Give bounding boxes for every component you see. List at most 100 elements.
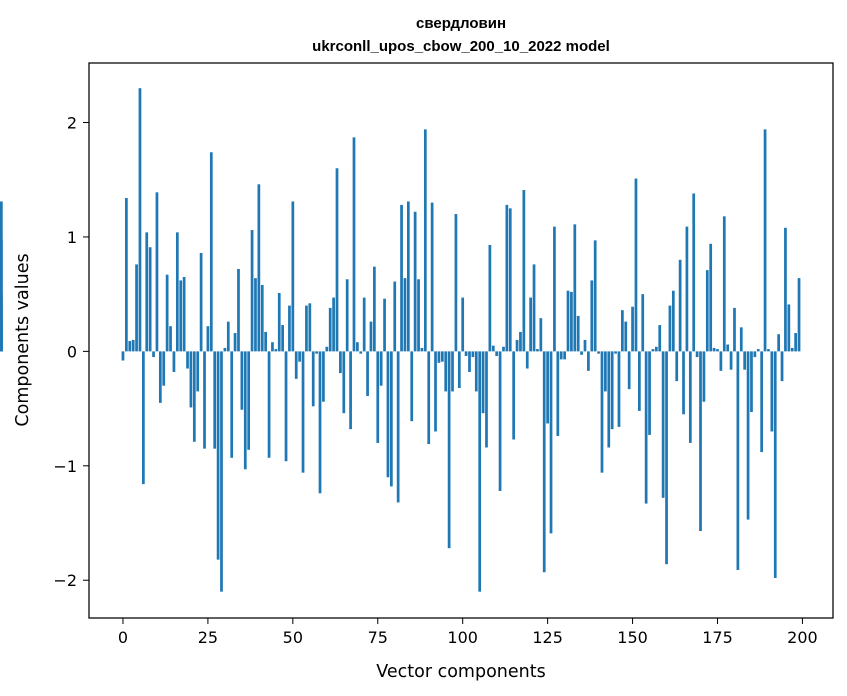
bar — [512, 351, 516, 440]
bar — [172, 351, 176, 372]
bar — [383, 298, 386, 352]
bar — [797, 278, 801, 352]
y-tick-label: 0 — [67, 342, 77, 361]
bar — [597, 351, 600, 354]
chart-title: свердловин — [416, 15, 506, 32]
bar — [220, 351, 223, 592]
bar — [576, 315, 580, 352]
bar — [746, 351, 750, 520]
bar — [654, 346, 658, 352]
bar — [559, 351, 563, 360]
bar — [288, 305, 291, 352]
bar — [186, 351, 189, 369]
x-tick-label: 150 — [617, 628, 648, 647]
bar — [339, 351, 342, 374]
bar — [702, 351, 706, 402]
bar — [430, 202, 434, 352]
bar — [787, 304, 791, 352]
bar — [345, 279, 349, 352]
bar — [498, 351, 502, 491]
bar — [359, 351, 363, 354]
bar — [661, 351, 665, 498]
bar — [546, 351, 549, 424]
bar — [658, 325, 662, 352]
bar — [644, 351, 648, 504]
bar — [451, 351, 454, 392]
bar — [784, 227, 787, 352]
x-tick-label: 100 — [447, 628, 478, 647]
bar — [777, 334, 780, 352]
bar — [305, 305, 308, 352]
bar — [240, 351, 244, 410]
bar — [158, 351, 162, 403]
bar — [542, 351, 546, 573]
bar — [356, 342, 359, 352]
bar — [668, 305, 672, 352]
bar — [152, 351, 155, 358]
bar — [699, 351, 702, 532]
bar — [573, 224, 577, 352]
bar — [209, 152, 213, 352]
bar — [386, 351, 390, 478]
bar — [529, 297, 532, 352]
bar — [125, 198, 128, 352]
bar — [281, 325, 284, 352]
bar — [179, 280, 183, 352]
bar — [790, 347, 794, 352]
bar — [267, 351, 271, 458]
bar — [478, 351, 482, 592]
bar — [301, 351, 305, 473]
bar — [243, 351, 247, 470]
bar — [763, 129, 767, 352]
x-tick-label: 175 — [702, 628, 733, 647]
bar — [583, 339, 587, 352]
bar — [719, 351, 723, 371]
bar — [695, 351, 699, 358]
bar — [549, 351, 553, 534]
bar — [135, 264, 138, 352]
bar — [322, 351, 325, 402]
bar — [294, 351, 298, 379]
bar — [610, 351, 614, 430]
bar — [284, 351, 288, 462]
bar — [638, 351, 641, 411]
y-axis-label: Components values — [13, 253, 33, 426]
bar — [148, 247, 152, 352]
bar — [175, 232, 179, 352]
y-tick-label: 2 — [67, 114, 77, 133]
bar — [444, 351, 448, 392]
bar — [780, 351, 784, 382]
bar — [311, 351, 315, 407]
bar — [274, 349, 278, 352]
bar — [379, 351, 383, 386]
y-tick-label: −1 — [53, 457, 77, 476]
bar — [593, 240, 597, 352]
bar — [488, 244, 492, 352]
bar — [325, 346, 329, 352]
bar — [155, 192, 159, 352]
bar — [213, 351, 217, 449]
bar — [254, 278, 257, 352]
bar — [142, 351, 145, 485]
bar — [298, 351, 301, 362]
bar — [756, 349, 760, 352]
bar — [688, 351, 692, 443]
bar — [566, 290, 570, 352]
bar — [485, 351, 488, 448]
bar — [760, 351, 764, 453]
bar — [182, 276, 186, 352]
bar — [264, 331, 268, 352]
bar — [461, 297, 465, 352]
bar — [705, 270, 709, 352]
bar — [685, 226, 689, 352]
bar — [434, 351, 437, 432]
bar — [447, 351, 451, 549]
bar — [607, 351, 611, 448]
bar — [216, 351, 220, 560]
bar — [203, 351, 206, 449]
bar — [260, 285, 264, 352]
bar — [128, 341, 132, 352]
bar — [145, 232, 149, 352]
bar — [692, 193, 696, 352]
